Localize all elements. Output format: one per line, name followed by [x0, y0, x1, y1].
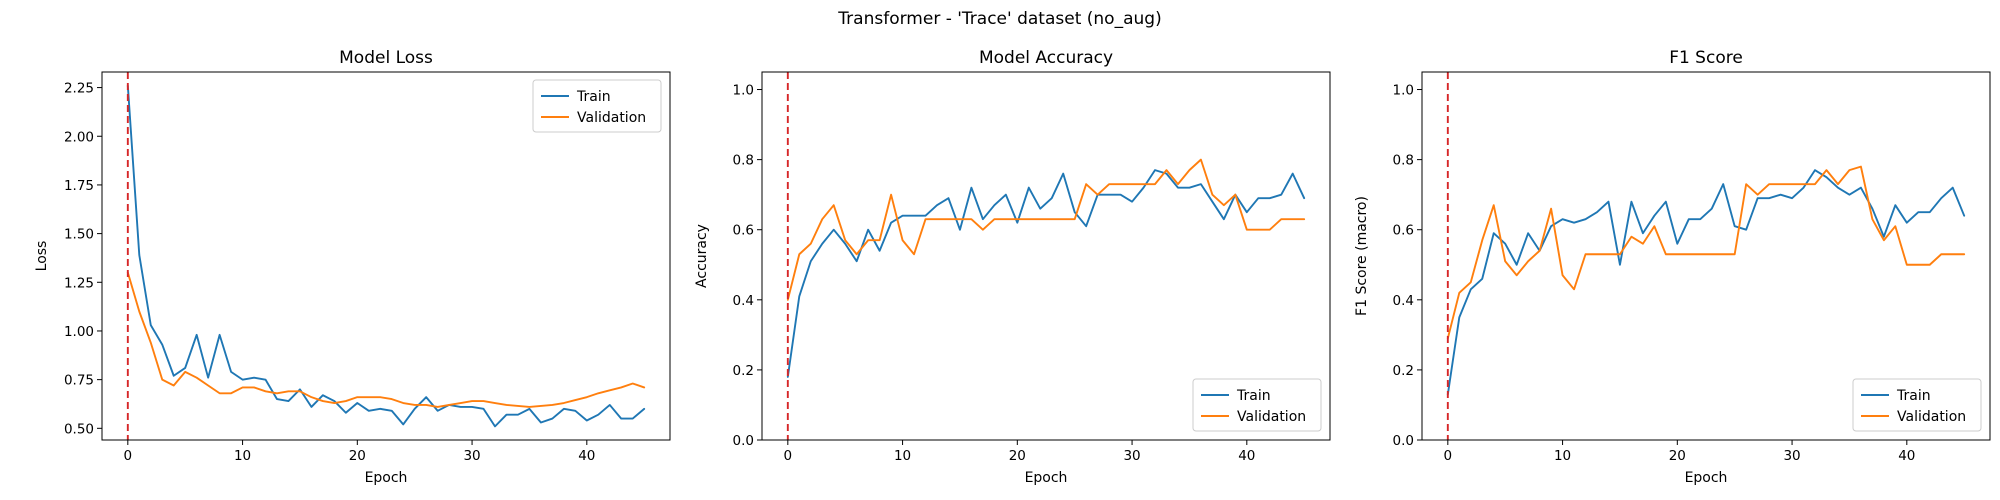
- x-tick-label: 20: [1669, 448, 1686, 464]
- y-tick-label: 0.0: [1393, 433, 1414, 449]
- y-tick-label: 0.50: [64, 421, 94, 437]
- x-tick-label: 40: [1238, 448, 1255, 464]
- x-axis-label: Epoch: [365, 470, 408, 486]
- y-axis-label: F1 Score (macro): [1354, 196, 1370, 316]
- legend-box: [532, 79, 662, 133]
- y-tick-label: 1.25: [64, 275, 94, 291]
- legend: Train Validation: [1852, 378, 1982, 432]
- chart-title: Model Loss: [339, 48, 433, 68]
- series-line-validation: [786, 158, 1306, 301]
- y-tick-label: 0.8: [733, 153, 754, 169]
- x-axis-label: Epoch: [1025, 470, 1068, 486]
- y-tick-label: 2.00: [64, 129, 94, 145]
- axes-frame: [1421, 71, 1991, 441]
- x-tick-label: 0: [784, 448, 793, 464]
- legend-label-validation: Validation: [1237, 409, 1306, 425]
- y-tick-label: 0.0: [733, 433, 754, 449]
- x-tick-label: 30: [463, 448, 480, 464]
- x-tick-label: 10: [234, 448, 251, 464]
- y-tick-label: 0.6: [733, 223, 754, 239]
- figure-suptitle: Transformer - 'Trace' dataset (no_aug): [837, 9, 1161, 29]
- x-axis-label: Epoch: [1685, 470, 1728, 486]
- series-line-train: [1446, 169, 1966, 396]
- y-tick-label: 0.4: [1393, 293, 1414, 309]
- legend-label-validation: Validation: [577, 110, 646, 126]
- chart-title: Model Accuracy: [979, 48, 1113, 68]
- legend: Train Validation: [1192, 378, 1322, 432]
- legend-label-validation: Validation: [1897, 409, 1966, 425]
- legend-label-train: Train: [576, 89, 611, 105]
- x-tick-label: 40: [578, 448, 595, 464]
- plot-area: [126, 84, 646, 428]
- legend-box: [1852, 378, 1982, 432]
- chart-title: F1 Score: [1669, 48, 1743, 68]
- legend: Train Validation: [532, 79, 662, 133]
- x-tick-label: 30: [1123, 448, 1140, 464]
- plot-area: [1446, 165, 1966, 396]
- x-tick-label: 10: [1554, 448, 1571, 464]
- y-tick-label: 0.8: [1393, 153, 1414, 169]
- y-tick-label: 0.75: [64, 373, 94, 389]
- axes-frame: [761, 71, 1331, 441]
- x-tick-label: 10: [894, 448, 911, 464]
- x-tick-label: 20: [1009, 448, 1026, 464]
- subplot-1: Model Loss 0 10 20 30 40 0.50 0.75 1.00 1.25 1.50 1…: [34, 48, 671, 486]
- y-axis-label: Accuracy: [694, 224, 710, 288]
- series-line-validation: [1446, 165, 1966, 340]
- y-tick-label: 0.4: [733, 293, 754, 309]
- y-tick-label: 0.2: [1393, 363, 1414, 379]
- x-tick-label: 0: [124, 448, 133, 464]
- y-tick-label: 1.75: [64, 178, 94, 194]
- y-tick-label: 1.0: [733, 83, 754, 99]
- legend-label-train: Train: [1896, 388, 1931, 404]
- series-line-validation: [126, 271, 646, 408]
- plot-area: [786, 158, 1306, 378]
- y-tick-label: 1.50: [64, 227, 94, 243]
- x-tick-label: 0: [1444, 448, 1453, 464]
- x-tick-label: 30: [1783, 448, 1800, 464]
- x-tick-label: 40: [1898, 448, 1915, 464]
- legend-box: [1192, 378, 1322, 432]
- subplot-3: F1 Score 0 10 20 30 40 0.0 0.2 0.4 0.6 0.8 1.0 Epoch…: [1354, 48, 1991, 486]
- axes-frame: [101, 71, 671, 441]
- y-tick-label: 1.0: [1393, 83, 1414, 99]
- series-line-train: [126, 84, 646, 428]
- x-tick-label: 20: [349, 448, 366, 464]
- y-tick-label: 0.2: [733, 363, 754, 379]
- y-tick-label: 2.25: [64, 81, 94, 97]
- y-axis-label: Loss: [34, 241, 50, 272]
- y-tick-label: 1.00: [64, 324, 94, 340]
- subplot-2: Model Accuracy 0 10 20 30 40 0.0 0.2 0.4 0.6 0.8 1.…: [694, 48, 1331, 486]
- y-tick-label: 0.6: [1393, 223, 1414, 239]
- legend-label-train: Train: [1236, 388, 1271, 404]
